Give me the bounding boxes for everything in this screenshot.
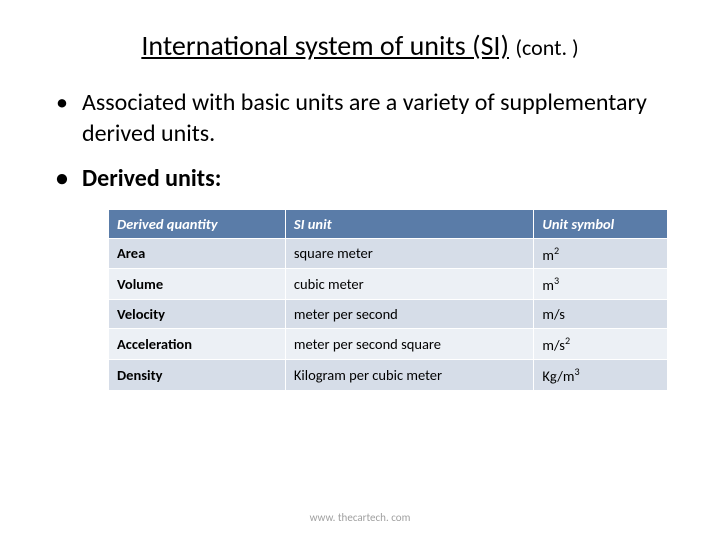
- cell-si-unit: square meter: [285, 238, 533, 269]
- cell-quantity: Volume: [109, 269, 286, 300]
- cell-symbol: Kg/m3: [534, 360, 668, 391]
- cell-si-unit: meter per second square: [285, 329, 533, 360]
- cell-quantity: Density: [109, 360, 286, 391]
- col-header-quantity: Derived quantity: [109, 209, 286, 238]
- cell-symbol: m2: [534, 238, 668, 269]
- footer-url: www. thecartech. com: [0, 511, 720, 524]
- table-row: Velocitymeter per secondm/s: [109, 300, 668, 329]
- cell-symbol: m/s2: [534, 329, 668, 360]
- cell-symbol: m/s: [534, 300, 668, 329]
- table-header-row: Derived quantity SI unit Unit symbol: [109, 209, 668, 238]
- derived-units-table: Derived quantity SI unit Unit symbol Are…: [108, 209, 668, 391]
- table-row: Volumecubic meterm3: [109, 269, 668, 300]
- table-row: Accelerationmeter per second squarem/s2: [109, 329, 668, 360]
- title-suffix: (cont. ): [515, 34, 578, 61]
- table-row: DensityKilogram per cubic meterKg/m3: [109, 360, 668, 391]
- bullet-list: Associated with basic units are a variet…: [48, 87, 672, 195]
- cell-quantity: Area: [109, 238, 286, 269]
- cell-quantity: Velocity: [109, 300, 286, 329]
- bullet-main: Associated with basic units are a variet…: [56, 87, 672, 149]
- cell-si-unit: meter per second: [285, 300, 533, 329]
- col-header-si-unit: SI unit: [285, 209, 533, 238]
- cell-quantity: Acceleration: [109, 329, 286, 360]
- cell-si-unit: Kilogram per cubic meter: [285, 360, 533, 391]
- cell-si-unit: cubic meter: [285, 269, 533, 300]
- table-row: Areasquare meterm2: [109, 238, 668, 269]
- bullet-sub: Derived units:: [56, 163, 672, 194]
- slide-title: International system of units (SI) (cont…: [48, 28, 672, 63]
- title-main: International system of units (SI): [141, 28, 509, 63]
- cell-symbol: m3: [534, 269, 668, 300]
- col-header-symbol: Unit symbol: [534, 209, 668, 238]
